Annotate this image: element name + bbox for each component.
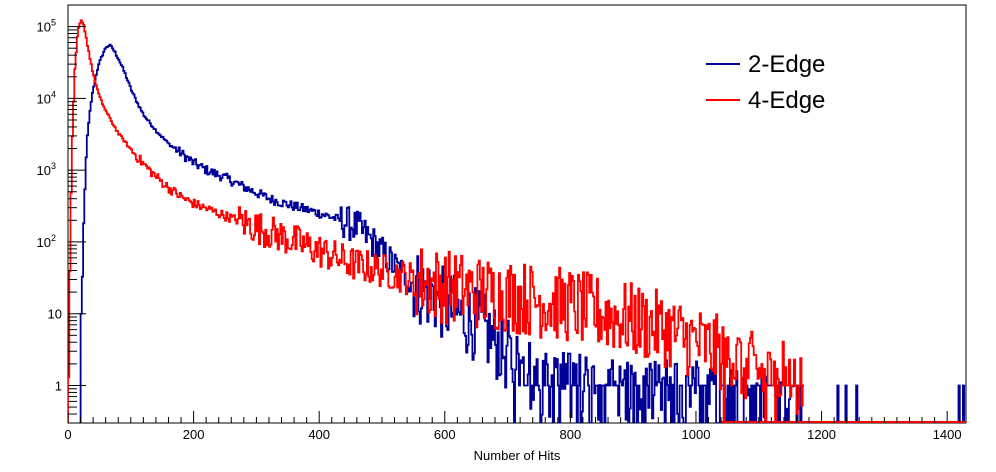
- isolated-bin: [855, 384, 859, 423]
- series-line-4edge: [68, 19, 804, 423]
- plot-frame: [67, 4, 967, 424]
- isolated-bin: [836, 384, 840, 423]
- x-tick-label: 600: [434, 427, 456, 442]
- legend: 2-Edge 4-Edge: [706, 51, 825, 114]
- y-axis: 1 10 102 103 104 105: [37, 4, 86, 424]
- y-tick-label: 102: [37, 233, 56, 250]
- isolated-bin: [962, 384, 966, 423]
- x-tick-label: 1200: [807, 427, 836, 442]
- isolated-bin: [844, 384, 848, 423]
- x-tick-label: 1000: [682, 427, 711, 442]
- series-layer: [68, 19, 966, 423]
- y-tick-label: 10: [48, 307, 62, 322]
- y-tick-label: 104: [37, 89, 56, 106]
- y-tick-label: 103: [37, 161, 56, 178]
- x-tick-label: 200: [183, 427, 205, 442]
- isolated-bin: [957, 384, 961, 423]
- x-tick-label: 400: [308, 427, 330, 442]
- series-line-2edge: [79, 43, 804, 423]
- legend-label: 4-Edge: [748, 87, 825, 114]
- x-tick-label: 1400: [933, 427, 962, 442]
- y-tick-label: 1: [55, 378, 62, 393]
- x-tick-label: 0: [64, 427, 71, 442]
- x-axis: 0 200 400 600 800 1000 1200 1400: [64, 411, 962, 442]
- x-axis-title: Number of Hits: [474, 448, 561, 463]
- legend-label: 2-Edge: [748, 51, 825, 78]
- y-tick-label: 105: [37, 18, 56, 35]
- x-tick-label: 800: [560, 427, 582, 442]
